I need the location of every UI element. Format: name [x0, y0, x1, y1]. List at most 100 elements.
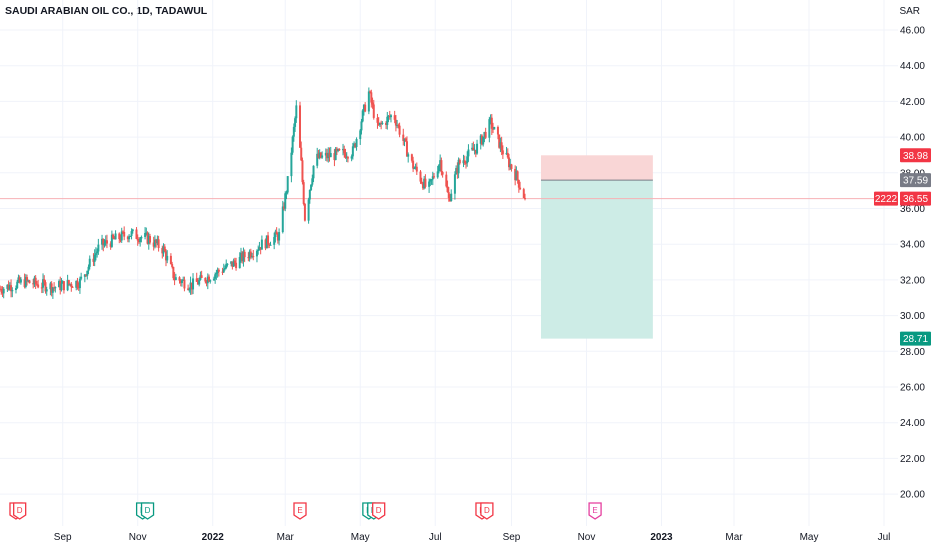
- y-tick-label: 24.00: [900, 418, 925, 429]
- candle-body: [449, 197, 451, 202]
- candle-body: [344, 153, 347, 158]
- candle-body: [473, 149, 476, 151]
- candle-body: [60, 283, 63, 291]
- candle-body: [519, 187, 522, 190]
- candle-body: [415, 166, 418, 172]
- candle-body: [53, 287, 56, 289]
- candle-body: [259, 247, 262, 250]
- candle-body: [28, 280, 31, 284]
- candle-body: [286, 176, 289, 193]
- candle-body: [102, 238, 105, 246]
- candle-body: [480, 135, 483, 145]
- candle-body: [163, 246, 166, 252]
- candle-body: [257, 249, 260, 251]
- candle-body: [498, 134, 501, 148]
- candle-body: [121, 231, 124, 233]
- candle-body: [457, 159, 460, 174]
- candle-body: [488, 119, 491, 138]
- candle-body: [114, 233, 117, 240]
- candle-body: [524, 198, 526, 200]
- event-badge: [13, 502, 27, 520]
- candle-body: [450, 193, 453, 202]
- candle-body: [242, 251, 245, 262]
- candle-body: [59, 281, 62, 291]
- event-badge: [293, 502, 307, 520]
- candle-body: [381, 122, 384, 124]
- candle-body: [489, 117, 492, 120]
- candle-body: [180, 280, 183, 284]
- candle-body: [342, 148, 345, 151]
- candle-body: [188, 289, 191, 291]
- candle-body: [508, 157, 511, 168]
- candle-body: [156, 239, 159, 244]
- candle-body: [136, 238, 139, 241]
- candle-body: [367, 91, 370, 112]
- candle-body: [225, 263, 228, 269]
- event-marker-dividend-icon: D: [140, 502, 155, 520]
- candle-body: [278, 232, 281, 241]
- candle-body: [474, 149, 477, 154]
- event-badge: [140, 502, 155, 520]
- event-marker-dividend-icon: D: [372, 502, 386, 520]
- candle-body: [109, 243, 112, 247]
- candle-body: [214, 274, 217, 279]
- y-tick-label: 22.00: [900, 454, 925, 465]
- candle-body: [249, 251, 252, 257]
- candle-body: [496, 127, 499, 135]
- event-marker-dividend-icon: D: [13, 502, 27, 520]
- candle-body: [370, 92, 373, 103]
- candle-body: [311, 178, 314, 185]
- event-marker-dividend-icon: D: [480, 502, 494, 520]
- candle-body: [506, 152, 509, 158]
- y-tick-label: 44.00: [900, 61, 925, 72]
- candle-body: [433, 176, 436, 178]
- candle-body: [359, 130, 362, 140]
- candle-body: [232, 260, 235, 267]
- candle-body: [268, 244, 271, 246]
- candle-body: [76, 280, 79, 288]
- candle-body: [130, 231, 133, 236]
- candle-body: [51, 287, 54, 293]
- x-tick-label: Jul: [429, 532, 442, 543]
- candle-body: [155, 239, 158, 244]
- y-tick-label: 46.00: [900, 26, 925, 37]
- candle-body: [453, 174, 456, 194]
- candle-body: [414, 166, 417, 169]
- candle-body: [7, 284, 10, 290]
- candle-body: [421, 183, 424, 189]
- candle-body: [445, 174, 448, 187]
- event-marker-earnings-icon: E: [293, 502, 307, 520]
- candle-body: [162, 246, 165, 254]
- candle-body: [27, 280, 30, 282]
- x-tick-label: Nov: [578, 532, 596, 543]
- candle-body: [436, 171, 439, 178]
- candle-body: [405, 141, 408, 157]
- candle-body: [209, 280, 212, 282]
- candle-body: [397, 125, 400, 127]
- candle-body: [105, 240, 108, 244]
- event-badge: [372, 502, 386, 520]
- candle-body: [205, 281, 208, 284]
- event-marker-earnings-icon: E: [588, 502, 602, 520]
- candle-body: [149, 236, 151, 243]
- candle-body: [354, 143, 357, 148]
- candle-body: [514, 168, 517, 181]
- candle-body: [171, 264, 174, 267]
- candle-body: [8, 285, 11, 290]
- candle-body: [482, 136, 485, 145]
- y-tick-label: 40.00: [900, 133, 925, 144]
- x-tick-label: Mar: [725, 532, 743, 543]
- candle-body: [86, 270, 89, 276]
- candle-body: [178, 277, 181, 281]
- candle-body: [471, 147, 474, 150]
- candle-body: [78, 278, 81, 289]
- candle-body: [428, 181, 431, 187]
- candle-body: [389, 115, 392, 118]
- candle-body: [248, 251, 251, 258]
- candle-body: [265, 235, 268, 249]
- candle-body: [424, 178, 427, 187]
- candle-body: [321, 155, 324, 158]
- candle-body: [110, 234, 113, 247]
- candle-body: [123, 231, 126, 237]
